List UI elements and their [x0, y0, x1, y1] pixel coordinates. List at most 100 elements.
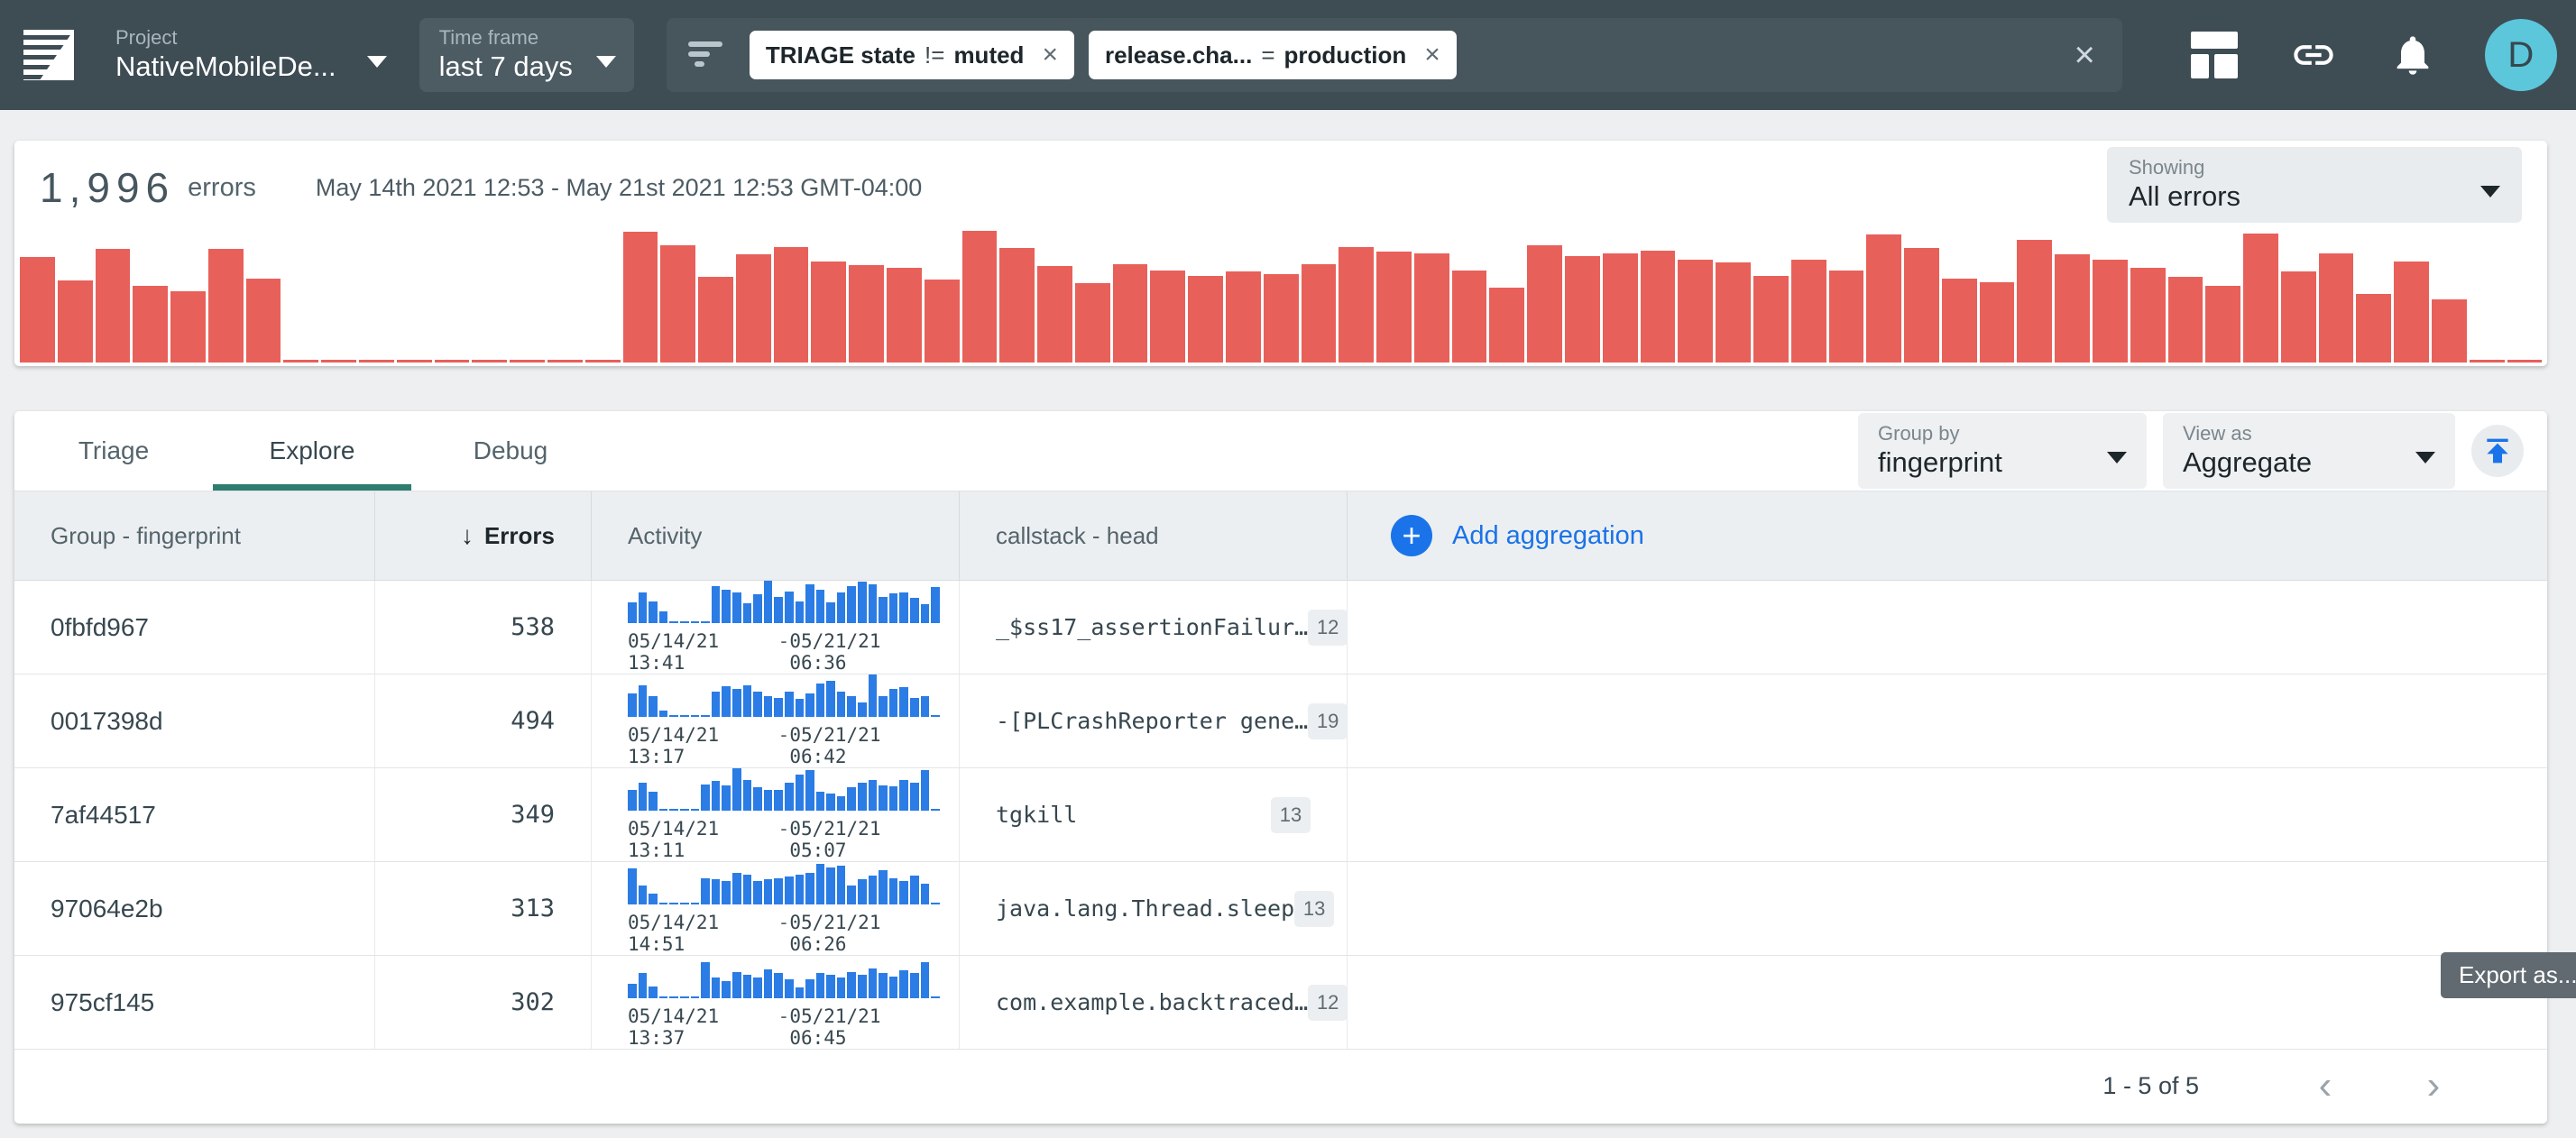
- sparkline-bar: [816, 973, 825, 998]
- sparkline-bar: [732, 689, 741, 717]
- activity-end-date: 05/21/21 05:07: [789, 818, 940, 861]
- activity-start-date: 05/14/21 13:17: [628, 724, 778, 767]
- sparkline-bar: [889, 977, 898, 998]
- sparkline-bar: [858, 879, 867, 904]
- histogram-bar: [736, 254, 771, 363]
- sparkline-bar: [628, 790, 637, 812]
- sparkline-bar: [847, 972, 856, 998]
- histogram-bar: [1452, 271, 1487, 363]
- sparkline-bar: [774, 973, 783, 998]
- table-row[interactable]: 0017398d 494 05/14/21 13:17 - 05/21/21 0…: [14, 675, 2547, 768]
- sparkline-bar: [764, 581, 773, 623]
- histogram-bar: [698, 277, 733, 363]
- sparkline-bar: [701, 785, 710, 811]
- errors-count: 349: [511, 801, 555, 829]
- sparkline-bar: [753, 787, 762, 811]
- sparkline-bar: [931, 996, 940, 998]
- remove-filter-icon[interactable]: ×: [1424, 41, 1440, 69]
- activity-end-date: 05/21/21 06:36: [789, 630, 940, 674]
- activity-sparkline: [628, 862, 940, 904]
- sparkline-bar: [921, 770, 930, 811]
- sparkline-bar: [826, 681, 835, 717]
- histogram-bar: [962, 231, 998, 363]
- filter-chip-triage-state[interactable]: TRIAGE state != muted ×: [750, 31, 1074, 79]
- tab-triage[interactable]: Triage: [14, 411, 213, 491]
- column-header-group-fingerprint[interactable]: Group - fingerprint: [14, 491, 375, 580]
- project-selector[interactable]: Project NativeMobileDe...: [115, 26, 387, 84]
- errors-summary-card: 1,996 errors May 14th 2021 12:53 - May 2…: [14, 141, 2547, 366]
- sparkline-bar: [764, 879, 773, 904]
- clear-filters-icon[interactable]: ×: [2075, 35, 2095, 76]
- backtrace-logo[interactable]: [23, 30, 74, 80]
- sparkline-bar: [889, 689, 898, 717]
- sparkline-bar: [858, 582, 867, 623]
- sparkline-bar: [680, 996, 689, 998]
- sparkline-bar: [910, 876, 919, 904]
- sparkline-bar: [816, 792, 825, 811]
- histogram-bar: [246, 279, 281, 363]
- histogram-bar: [887, 268, 922, 363]
- histogram-bar: [1075, 283, 1110, 363]
- column-header-errors[interactable]: ↓ Errors: [375, 491, 592, 580]
- filter-chip-release-channel[interactable]: release.cha... = production ×: [1089, 31, 1457, 79]
- histogram-bar: [2432, 299, 2467, 363]
- histogram-bar: [2205, 286, 2240, 363]
- notifications-bell-icon[interactable]: [2389, 32, 2436, 78]
- showing-selector[interactable]: Showing All errors: [2107, 147, 2522, 223]
- user-avatar[interactable]: D: [2485, 19, 2557, 91]
- histogram-bar: [20, 257, 55, 363]
- dashboard-icon[interactable]: [2191, 32, 2238, 78]
- date-range: May 14th 2021 12:53 - May 21st 2021 12:5…: [316, 174, 922, 202]
- sparkline-bar: [879, 870, 888, 904]
- activity-date-separator: -: [778, 724, 790, 767]
- sparkline-bar: [931, 587, 940, 623]
- export-button[interactable]: [2471, 425, 2524, 477]
- add-aggregation-button[interactable]: + Add aggregation: [1348, 515, 1644, 556]
- view-as-selector[interactable]: View as Aggregate: [2163, 413, 2455, 489]
- pagination-next-icon[interactable]: ›: [2406, 1063, 2461, 1108]
- error-histogram[interactable]: [20, 231, 2542, 363]
- pagination-prev-icon[interactable]: ‹: [2298, 1063, 2352, 1108]
- copy-link-icon[interactable]: [2290, 32, 2337, 78]
- histogram-bar: [660, 245, 695, 363]
- table-row[interactable]: 0fbfd967 538 05/14/21 13:41 - 05/21/21 0…: [14, 581, 2547, 675]
- sparkline-bar: [879, 597, 888, 623]
- view-as-label: View as: [2183, 422, 2312, 445]
- sparkline-bar: [921, 604, 930, 623]
- callstack-count-badge: 12: [1308, 985, 1348, 1021]
- sparkline-bar: [722, 785, 731, 811]
- sparkline-bar: [826, 602, 835, 624]
- sparkline-bar: [805, 693, 814, 717]
- sparkline-bar: [869, 780, 878, 811]
- sparkline-bar: [628, 602, 637, 624]
- remove-filter-icon[interactable]: ×: [1042, 41, 1058, 69]
- column-header-callstack-head[interactable]: callstack - head: [960, 491, 1348, 580]
- tab-explore[interactable]: Explore: [213, 411, 411, 491]
- sparkline-bar: [639, 592, 648, 623]
- table-row[interactable]: 7af44517 349 05/14/21 13:11 - 05/21/21 0…: [14, 768, 2547, 862]
- activity-end-date: 05/21/21 06:42: [789, 724, 940, 767]
- table-row[interactable]: 97064e2b 313 05/14/21 14:51 - 05/21/21 0…: [14, 862, 2547, 956]
- column-header-activity[interactable]: Activity: [592, 491, 960, 580]
- sparkline-bar: [639, 886, 648, 904]
- sparkline-bar: [722, 686, 731, 717]
- sparkline-bar: [753, 977, 762, 999]
- histogram-bar: [1264, 274, 1299, 363]
- table-row[interactable]: 975cf145 302 05/14/21 13:37 - 05/21/21 0…: [14, 956, 2547, 1050]
- tab-debug[interactable]: Debug: [411, 411, 610, 491]
- histogram-bar: [2055, 254, 2090, 363]
- histogram-bar: [2507, 360, 2543, 363]
- group-by-selector[interactable]: Group by fingerprint: [1858, 413, 2147, 489]
- histogram-bar: [283, 360, 318, 363]
- sparkline-bar: [889, 878, 898, 904]
- sparkline-bar: [785, 876, 794, 904]
- sparkline-bar: [659, 611, 668, 623]
- sparkline-bar: [826, 975, 835, 998]
- sparkline-bar: [921, 962, 930, 998]
- timeframe-selector[interactable]: Time frame last 7 days: [419, 18, 634, 92]
- sparkline-bar: [722, 981, 731, 998]
- filter-value: production: [1284, 41, 1407, 69]
- fingerprint-value: 0fbfd967: [51, 613, 149, 642]
- sparkline-bar: [774, 790, 783, 811]
- filter-bar[interactable]: TRIAGE state != muted × release.cha... =…: [667, 18, 2122, 92]
